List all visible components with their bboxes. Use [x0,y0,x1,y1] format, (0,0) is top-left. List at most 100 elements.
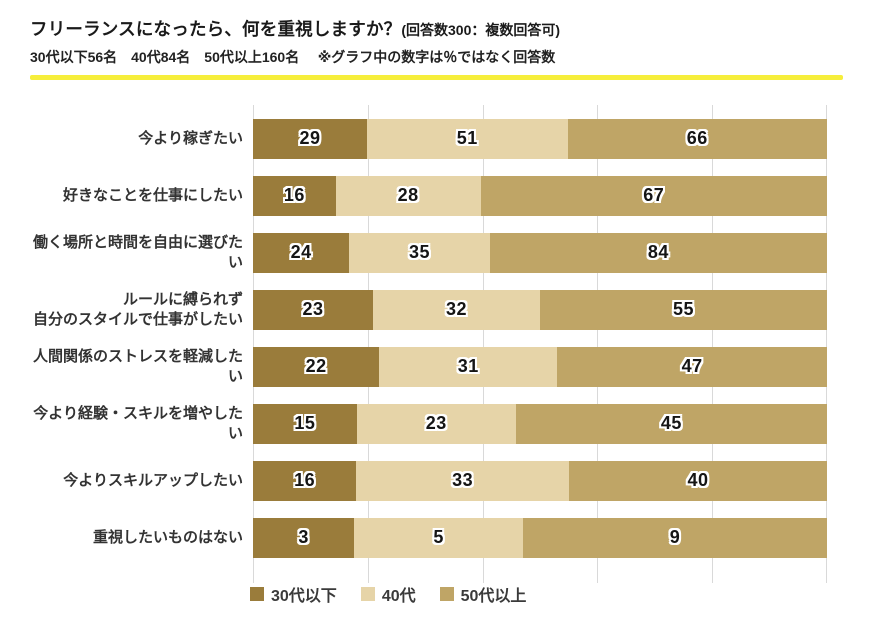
bar-segment: 28 [335,175,481,216]
title-line: フリーランスになったら、何を重視しますか？(回答数300：複数回答可) [30,16,842,44]
value-label: 3 [298,527,309,547]
chart-title: フリーランスになったら、何を重視しますか？ [30,19,402,39]
bar-segment: 67 [480,175,827,216]
legend-label: 50代以上 [460,588,527,605]
value-label: 32 [445,299,468,319]
chart-row: 好きなことを仕事にしたい 16 28 67 [30,167,842,224]
legend-swatch [439,587,454,601]
legend-item: 50代以上 [439,582,527,606]
category-label: 重視したいものはない [92,528,243,546]
legend: 30代以下 40代 50代以上 [250,582,526,606]
bar-segment: 22 [253,346,380,387]
stacked-bar: 22 31 47 [253,346,827,387]
stacked-bar: 15 23 45 [253,403,827,444]
chart-row: 重視したいものはない 3 5 9 [30,509,842,566]
value-label: 51 [456,128,478,148]
bar-segment: 51 [367,118,568,159]
legend-label: 30代以下 [271,588,337,605]
category-label: ルールに縛られず 自分のスタイルで仕事がしたい [32,291,243,328]
value-label: 16 [283,185,305,205]
value-label: 47 [681,356,703,376]
bar-segment: 35 [349,232,490,273]
legend-swatch [360,587,375,601]
value-label: 28 [397,185,419,205]
stacked-bar: 29 51 66 [253,118,827,159]
bar-segment: 5 [354,517,524,558]
stacked-bar: 24 35 84 [253,232,827,273]
value-label: 45 [660,413,682,433]
value-label: 29 [299,128,321,148]
value-label: 23 [302,299,324,319]
bar-segment: 40 [569,460,827,501]
value-label: 35 [409,242,431,262]
bar-segment: 84 [489,232,827,273]
bar-segment: 3 [253,517,355,558]
stacked-bar-chart: 今より稼ぎたい 29 51 66 好きなことを仕事にしたい 16 28 67 働く場所と時間を自… [30,105,842,587]
chart-row: 今より稼ぎたい 29 51 66 [30,110,842,167]
chart-rows: 今より稼ぎたい 29 51 66 好きなことを仕事にしたい 16 28 67 働く場所と時間を自… [30,105,842,566]
value-label: 15 [294,413,316,433]
bar-segment: 16 [253,460,357,501]
chart-row: ルールに縛られず 自分のスタイルで仕事がしたい 23 32 55 [30,281,842,338]
bar-segment: 31 [379,346,558,387]
bar-segment: 16 [253,175,336,216]
stacked-bar: 16 33 40 [253,460,827,501]
legend-swatch [250,587,264,601]
grid-line [482,105,484,583]
bar-segment: 15 [253,403,357,444]
stacked-bar: 16 28 67 [253,175,827,216]
grid-line [826,105,827,583]
bar-segment: 24 [253,232,350,273]
category-label: 人間関係のストレスを軽減したい [32,348,243,385]
bar-segment: 23 [253,289,374,330]
value-label: 40 [687,470,709,490]
bar-segment: 66 [567,118,827,159]
value-label: 66 [686,128,708,148]
value-label: 5 [433,527,444,547]
value-label: 31 [457,356,479,376]
value-label: 67 [643,185,665,205]
bar-segment: 47 [557,346,827,387]
bar-segment: 32 [373,289,540,330]
yellow-divider [30,75,843,80]
bar-segment: 9 [523,517,827,558]
value-label: 23 [425,413,447,433]
grid-line [597,105,599,583]
category-label: 今より稼ぎたい [138,129,243,147]
category-label: 働く場所と時間を自由に選びたい [32,234,243,271]
bar-segment: 55 [539,289,827,330]
bar-segment: 33 [356,460,570,501]
chart-row: 今より経験・スキルを増やしたい 15 23 45 [30,395,842,452]
value-label: 22 [305,356,327,376]
category-label: 今より経験・スキルを増やしたい [33,405,243,442]
bar-segment: 45 [515,403,827,444]
chart-row: 働く場所と時間を自由に選びたい 24 35 84 [30,224,842,281]
value-label: 16 [294,470,316,490]
bar-segment: 23 [356,403,516,444]
legend-item: 30代以下 [250,582,337,606]
gridlines [253,105,827,583]
stacked-bar: 23 32 55 [253,289,827,330]
grid-line [712,105,714,583]
sample-size-text: 30代以下56名 40代84名 50代以上160名 [30,49,300,65]
chart-row: 今よりスキルアップしたい 16 33 40 [30,452,842,509]
legend-label: 40代 [381,588,416,605]
stacked-bar: 3 5 9 [253,517,827,558]
chart-header: フリーランスになったら、何を重視しますか？(回答数300：複数回答可) 30代以… [30,16,843,80]
chart-title-note: (回答数300：複数回答可) [401,22,561,38]
unit-note-text: ※グラフ中の数字は％ではなく回答数 [317,49,556,65]
value-label: 33 [452,470,474,490]
value-label: 24 [290,242,312,262]
value-label: 9 [669,527,681,547]
value-label: 84 [647,242,669,262]
subtitle-line: 30代以下56名 40代84名 50代以上160名 ※グラフ中の数字は％ではなく… [30,47,842,68]
value-label: 55 [672,299,694,319]
grid-line [253,105,254,583]
category-label: 今よりスキルアップしたい [63,471,243,489]
grid-line [367,105,369,583]
legend-item: 40代 [360,582,416,606]
bar-segment: 29 [253,118,367,159]
chart-row: 人間関係のストレスを軽減したい 22 31 47 [30,338,842,395]
category-label: 好きなことを仕事にしたい [62,186,243,204]
